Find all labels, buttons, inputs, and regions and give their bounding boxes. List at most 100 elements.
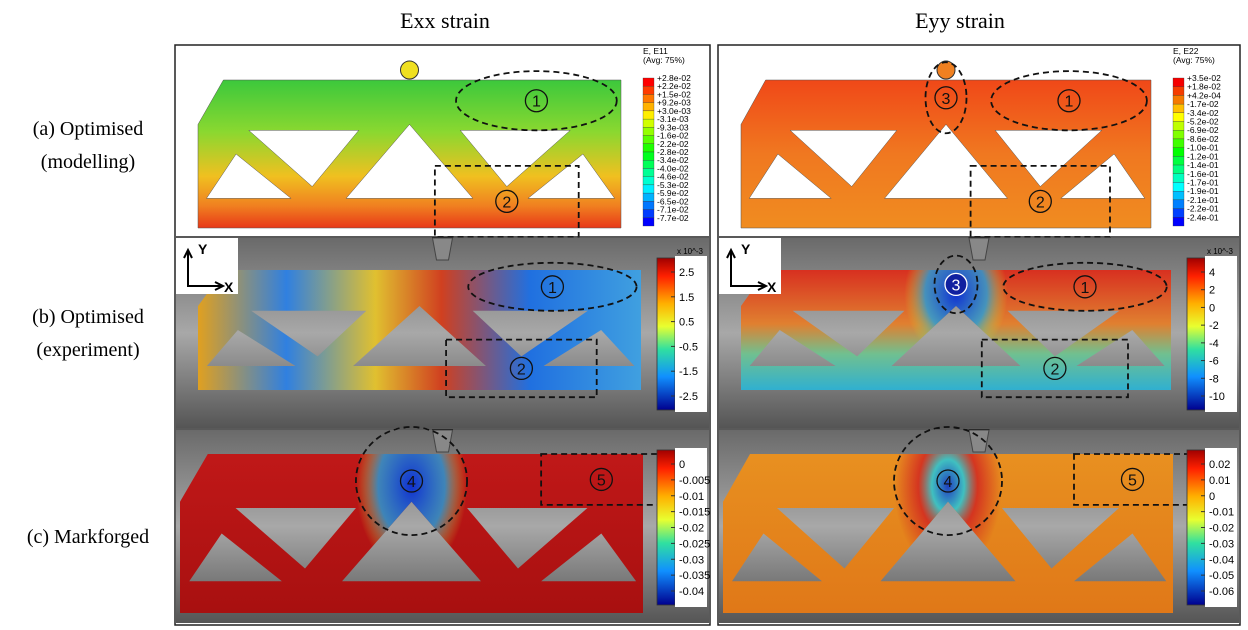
colorbar-label: 0.02: [1209, 459, 1230, 471]
panel: YX312x 10^-3420-2-4-6-8-10: [719, 228, 1239, 428]
colorbar-label: -0.01: [679, 491, 704, 503]
axis-label: Y: [198, 241, 208, 257]
colorbar-label: -6: [1209, 356, 1219, 368]
colorbar-segment: [643, 160, 654, 168]
colorbar-segment: [643, 218, 654, 226]
region-number: 1: [1065, 94, 1074, 111]
colorbar-segment: [643, 94, 654, 102]
row-label: (b) Optimised: [32, 306, 144, 328]
axis-label: Y: [741, 241, 751, 257]
region-number: 1: [532, 94, 541, 111]
colorbar-segment: [1173, 200, 1184, 209]
colorbar-label: -4: [1209, 338, 1219, 350]
colorbar-segment: [1173, 78, 1184, 87]
loading-pin: [433, 430, 453, 452]
colorbar-label: 0: [679, 459, 685, 471]
region-number: 2: [502, 194, 511, 211]
colorbar-segment: [643, 136, 654, 144]
colorbar-segment: [1173, 165, 1184, 174]
region-number: 3: [952, 277, 961, 294]
colorbar-label: -0.5: [679, 341, 698, 353]
panel: 450-0.005-0.01-0.015-0.02-0.025-0.03-0.0…: [176, 398, 710, 623]
colorbar-segment: [1173, 217, 1184, 226]
region-number: 2: [1036, 194, 1045, 211]
colorbar-label: -7.7e-02: [657, 213, 689, 223]
colorbar-label: -8: [1209, 373, 1219, 385]
colorbar-label: -0.06: [1209, 586, 1234, 598]
colorbar-segment: [1173, 130, 1184, 139]
colorbar-header: x 10^-3: [1207, 247, 1234, 256]
figure: Exx strain Eyy strain (a) Optimised (mode…: [0, 0, 1248, 630]
column-title: Eyy strain: [915, 8, 1005, 33]
region-number: 3: [942, 91, 951, 108]
colorbar-label: -0.025: [679, 538, 710, 550]
colorbar-label: 0: [1209, 491, 1215, 503]
colorbar-segment: [643, 144, 654, 152]
column-title: Exx strain: [400, 8, 490, 33]
colorbar-label: -2: [1209, 320, 1219, 332]
colorbar-label: -0.03: [679, 554, 704, 566]
colorbar-segment: [1173, 95, 1184, 104]
colorbar-label: -10: [1209, 391, 1225, 403]
colorbar-header: (Avg: 75%): [643, 55, 685, 65]
colorbar-label: 1.5: [679, 292, 694, 304]
colorbar-label: -0.02: [1209, 523, 1234, 535]
loading-pin: [969, 430, 989, 452]
region-number: 5: [597, 472, 606, 489]
colorbar-label-bg: [1205, 256, 1237, 412]
colorbar-segment: [643, 177, 654, 185]
colorbar-label-bg: [675, 256, 707, 412]
colorbar: [1187, 258, 1205, 410]
colorbar-segment: [643, 103, 654, 111]
colorbar-label: -0.035: [679, 570, 710, 582]
axis-label: X: [767, 279, 777, 295]
region-number: 2: [1050, 361, 1059, 378]
row-label: (c) Markforged: [27, 526, 149, 548]
colorbar-label: 0.01: [1209, 475, 1230, 487]
region-number: 4: [944, 474, 953, 491]
colorbar-label: -1.5: [679, 366, 698, 378]
colorbar-segment: [1173, 87, 1184, 96]
colorbar-label: 2.5: [679, 267, 694, 279]
colorbar-label: 2: [1209, 285, 1215, 297]
colorbar-segment: [643, 127, 654, 135]
colorbar-label: -0.005: [679, 475, 710, 487]
colorbar-segment: [1173, 174, 1184, 183]
region-number: 1: [548, 280, 557, 297]
loading-pin: [969, 238, 989, 260]
axis-label: X: [224, 279, 234, 295]
colorbar-segment: [1173, 139, 1184, 148]
region-number: 4: [407, 474, 416, 491]
colorbar-segment: [643, 78, 654, 86]
loading-pin: [433, 238, 453, 260]
region-number: 1: [1081, 280, 1090, 297]
colorbar-header: x 10^-3: [677, 247, 704, 256]
colorbar-segment: [643, 86, 654, 94]
colorbar-segment: [643, 185, 654, 193]
row-label: (a) Optimised: [33, 118, 144, 140]
colorbar-segment: [1173, 113, 1184, 122]
colorbar-segment: [1173, 209, 1184, 218]
colorbar-segment: [643, 111, 654, 119]
colorbar-segment: [643, 119, 654, 127]
colorbar-segment: [1173, 156, 1184, 165]
row-label: (modelling): [41, 151, 135, 173]
region-number: 5: [1128, 472, 1137, 489]
colorbar-label: 0: [1209, 302, 1215, 314]
colorbar-label: -0.04: [679, 586, 704, 598]
colorbar-header: (Avg: 75%): [1173, 55, 1215, 65]
colorbar-segment: [643, 193, 654, 201]
colorbar-segment: [1173, 104, 1184, 113]
colorbar-segment: [1173, 191, 1184, 200]
row-label: (experiment): [36, 339, 139, 361]
colorbar-label: -2.4e-01: [1187, 212, 1219, 222]
colorbar-segment: [1173, 122, 1184, 131]
colorbar-label: -2.5: [679, 391, 698, 403]
loading-pin: [401, 61, 419, 79]
colorbar-label: -0.01: [1209, 507, 1234, 519]
panel: 312E, E22(Avg: 75%)+3.5e-02+1.8e-02+4.2e…: [719, 46, 1239, 237]
colorbar-segment: [1173, 148, 1184, 157]
colorbar: [657, 258, 675, 410]
colorbar-label: -0.05: [1209, 570, 1234, 582]
